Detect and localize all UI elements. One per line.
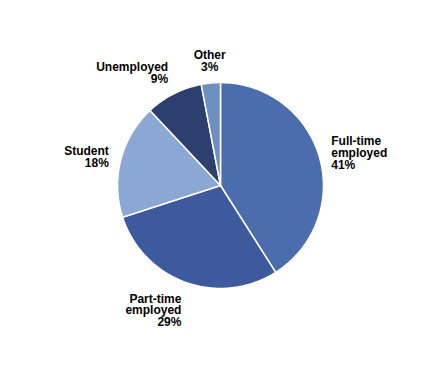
svg-text:Unemployed9%: Unemployed9% — [96, 60, 168, 86]
svg-text:Full-timeemployed41%: Full-timeemployed41% — [331, 134, 387, 172]
svg-text:Other3%: Other3% — [194, 48, 226, 74]
svg-text:Part-timeemployed29%: Part-timeemployed29% — [125, 291, 181, 329]
svg-text:Student18%: Student18% — [64, 144, 109, 170]
